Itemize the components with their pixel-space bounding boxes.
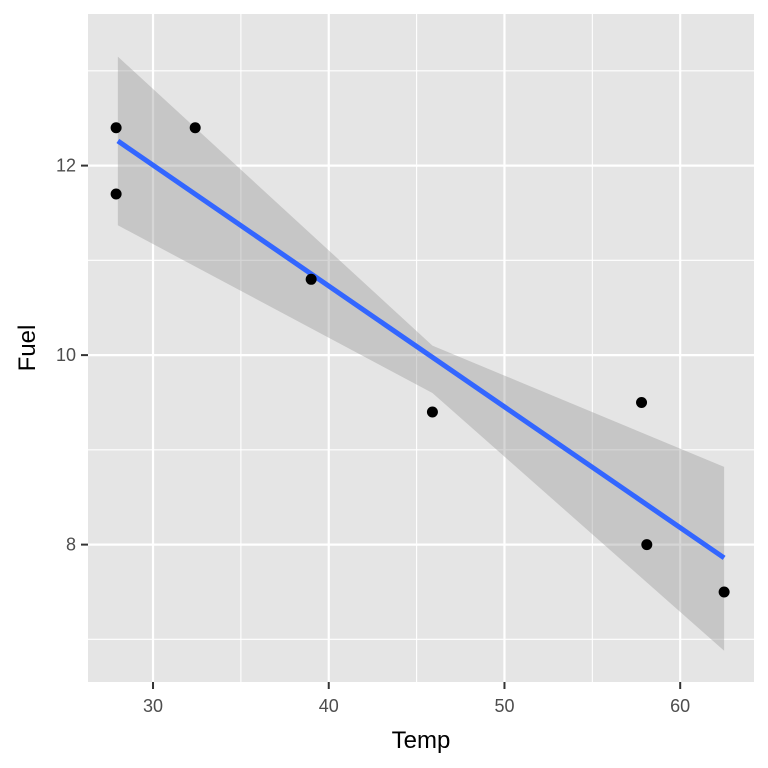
data-point bbox=[636, 396, 648, 408]
data-point bbox=[189, 122, 201, 134]
data-point bbox=[641, 539, 653, 551]
confidence-band bbox=[117, 56, 725, 651]
data-point bbox=[305, 273, 317, 285]
x-tick-label: 40 bbox=[319, 696, 339, 716]
points-layer bbox=[110, 122, 730, 598]
data-point bbox=[110, 188, 122, 200]
y-tick-label: 8 bbox=[66, 535, 76, 555]
x-tick-label: 50 bbox=[494, 696, 514, 716]
confidence-band-layer bbox=[117, 56, 725, 651]
y-tick-label: 10 bbox=[56, 345, 76, 365]
y-tick-label: 12 bbox=[56, 156, 76, 176]
data-point bbox=[110, 122, 122, 134]
x-tick-label: 30 bbox=[143, 696, 163, 716]
data-point bbox=[718, 586, 730, 598]
axis-ticks bbox=[81, 164, 682, 689]
axis-tick-labels: 30 40 50 60 8 10 12 bbox=[56, 156, 690, 716]
x-tick-label: 60 bbox=[670, 696, 690, 716]
y-axis-title: Fuel bbox=[14, 325, 41, 372]
fit-line-layer bbox=[116, 138, 726, 560]
x-axis-title: Temp bbox=[392, 727, 451, 754]
data-point bbox=[426, 406, 438, 418]
fit-line bbox=[116, 138, 726, 560]
